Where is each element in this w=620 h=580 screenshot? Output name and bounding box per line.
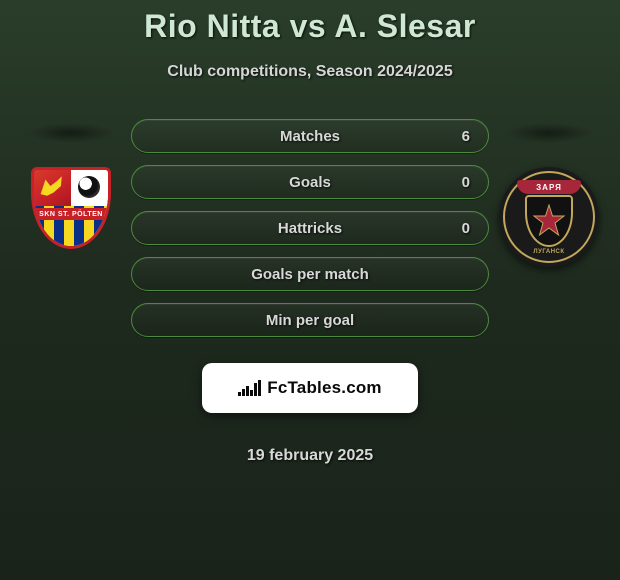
page-title: Rio Nitta vs A. Slesar	[0, 0, 620, 45]
wolf-icon	[39, 174, 65, 198]
stat-left-value	[132, 166, 168, 198]
club-banner-text: SKN ST. PÖLTEN	[31, 208, 111, 220]
stat-left-value	[132, 212, 168, 244]
stat-label: Min per goal	[132, 312, 488, 329]
stat-label: Hattricks	[132, 220, 488, 237]
content-area: SKN ST. PÖLTEN Matches 6 Goals 0 Hattric…	[0, 119, 620, 465]
stat-right-value: 6	[444, 120, 488, 152]
soccer-ball-icon	[78, 176, 100, 198]
club-banner-text: ЗАРЯ	[517, 180, 581, 194]
player-photo-placeholder-left	[28, 123, 114, 143]
shield-icon: SKN ST. PÖLTEN	[31, 167, 111, 249]
stat-row-hattricks: Hattricks 0	[131, 211, 489, 245]
bar-chart-icon	[238, 380, 261, 396]
club-badge-zorya-luhansk: ЗАРЯ ЛУГАНСК	[499, 167, 599, 267]
stat-right-value: 0	[444, 212, 488, 244]
stat-label: Goals	[132, 174, 488, 191]
star-icon	[532, 204, 566, 238]
stat-left-value	[132, 304, 168, 336]
club-badge-skn-st-polten: SKN ST. PÖLTEN	[21, 167, 121, 251]
date-text: 19 february 2025	[131, 447, 489, 465]
stat-left-value	[132, 120, 168, 152]
stat-row-min-per-goal: Min per goal	[131, 303, 489, 337]
club-bottom-text: ЛУГАНСК	[533, 249, 564, 255]
right-player-col: ЗАРЯ ЛУГАНСК	[489, 119, 609, 267]
stat-left-value	[132, 258, 168, 290]
stats-column: Matches 6 Goals 0 Hattricks 0 Goals per …	[131, 119, 489, 465]
stat-row-goals-per-match: Goals per match	[131, 257, 489, 291]
stat-row-matches: Matches 6	[131, 119, 489, 153]
brand-text: FcTables.com	[267, 378, 382, 398]
player-photo-placeholder-right	[506, 123, 592, 143]
stat-label: Goals per match	[132, 266, 488, 283]
stat-row-goals: Goals 0	[131, 165, 489, 199]
page-subtitle: Club competitions, Season 2024/2025	[0, 63, 620, 81]
stat-right-value	[452, 304, 488, 336]
stat-right-value	[452, 258, 488, 290]
stat-label: Matches	[132, 128, 488, 145]
stat-right-value: 0	[444, 166, 488, 198]
left-player-col: SKN ST. PÖLTEN	[11, 119, 131, 251]
brand-card[interactable]: FcTables.com	[202, 363, 418, 413]
